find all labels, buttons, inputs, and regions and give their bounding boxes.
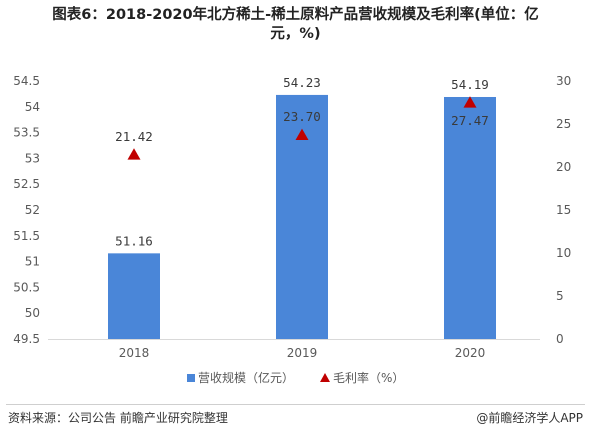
left-tick-label: 54.5 xyxy=(13,74,40,88)
margin-data-label: 23.70 xyxy=(283,109,321,124)
right-tick-label: 10 xyxy=(556,246,571,260)
revenue-bar xyxy=(444,96,496,339)
left-tick-label: 50.5 xyxy=(13,280,40,294)
footer-divider xyxy=(6,404,585,405)
right-axis: 0 5 10 15 20 25 30 xyxy=(556,74,571,346)
x-tick-label: 2018 xyxy=(119,346,150,360)
margin-marker xyxy=(127,148,141,160)
chart-title: 图表6：2018-2020年北方稀土-稀土原料产品营收规模及毛利率(单位：亿 元… xyxy=(52,7,539,42)
margin-marker xyxy=(295,128,309,141)
right-tick-label: 20 xyxy=(556,160,571,174)
legend-margin-label: 毛利率（%） xyxy=(333,370,404,385)
legend: 营收规模（亿元） 毛利率（%） xyxy=(187,370,404,385)
right-tick-label: 25 xyxy=(556,117,571,131)
right-tick-label: 5 xyxy=(556,289,564,303)
right-tick-label: 15 xyxy=(556,203,571,217)
chart: 49.5 50 50.5 51 51.5 52 52.5 53 53.5 54 54.5 0 5 10 1… xyxy=(13,74,571,385)
revenue-data-label: 51.16 xyxy=(115,233,153,248)
footer: 资料来源：公司公告 前瞻产业研究院整理 @前瞻经济学人APP xyxy=(0,404,591,436)
x-axis: 2018 2019 2020 xyxy=(48,339,540,360)
left-tick-label: 53.5 xyxy=(13,126,40,140)
legend-revenue-label: 营收规模（亿元） xyxy=(198,370,294,385)
revenue-bar xyxy=(108,253,160,339)
right-tick-label: 0 xyxy=(556,332,564,346)
x-tick-label: 2019 xyxy=(287,346,318,360)
revenue-data-label: 54.23 xyxy=(283,75,321,90)
right-tick-label: 30 xyxy=(556,74,571,88)
left-tick-label: 50 xyxy=(25,306,40,320)
legend-marker-swatch xyxy=(320,373,330,382)
margin-marker xyxy=(463,96,477,108)
left-tick-label: 52 xyxy=(25,203,40,217)
left-tick-label: 53 xyxy=(25,151,40,165)
margin-series: 21.42 23.70 27.47 xyxy=(115,96,489,160)
left-tick-label: 49.5 xyxy=(13,332,40,346)
left-tick-label: 52.5 xyxy=(13,177,40,191)
source-note: 资料来源：公司公告 前瞻产业研究院整理 xyxy=(8,411,228,425)
revenue-data-label: 54.19 xyxy=(451,77,489,92)
left-axis: 49.5 50 50.5 51 51.5 52 52.5 53 53.5 54 54.5 xyxy=(13,74,40,346)
margin-data-label: 21.42 xyxy=(115,129,153,144)
x-tick-label: 2020 xyxy=(455,346,486,360)
margin-data-label: 27.47 xyxy=(451,113,489,128)
left-tick-label: 51.5 xyxy=(13,229,40,243)
left-tick-label: 51 xyxy=(25,255,40,269)
legend-bar-swatch xyxy=(187,374,195,382)
left-tick-label: 54 xyxy=(25,100,40,114)
bar-series: 51.16 54.23 54.19 xyxy=(108,75,496,339)
brand-credit: @前瞻经济学人APP xyxy=(476,411,583,425)
